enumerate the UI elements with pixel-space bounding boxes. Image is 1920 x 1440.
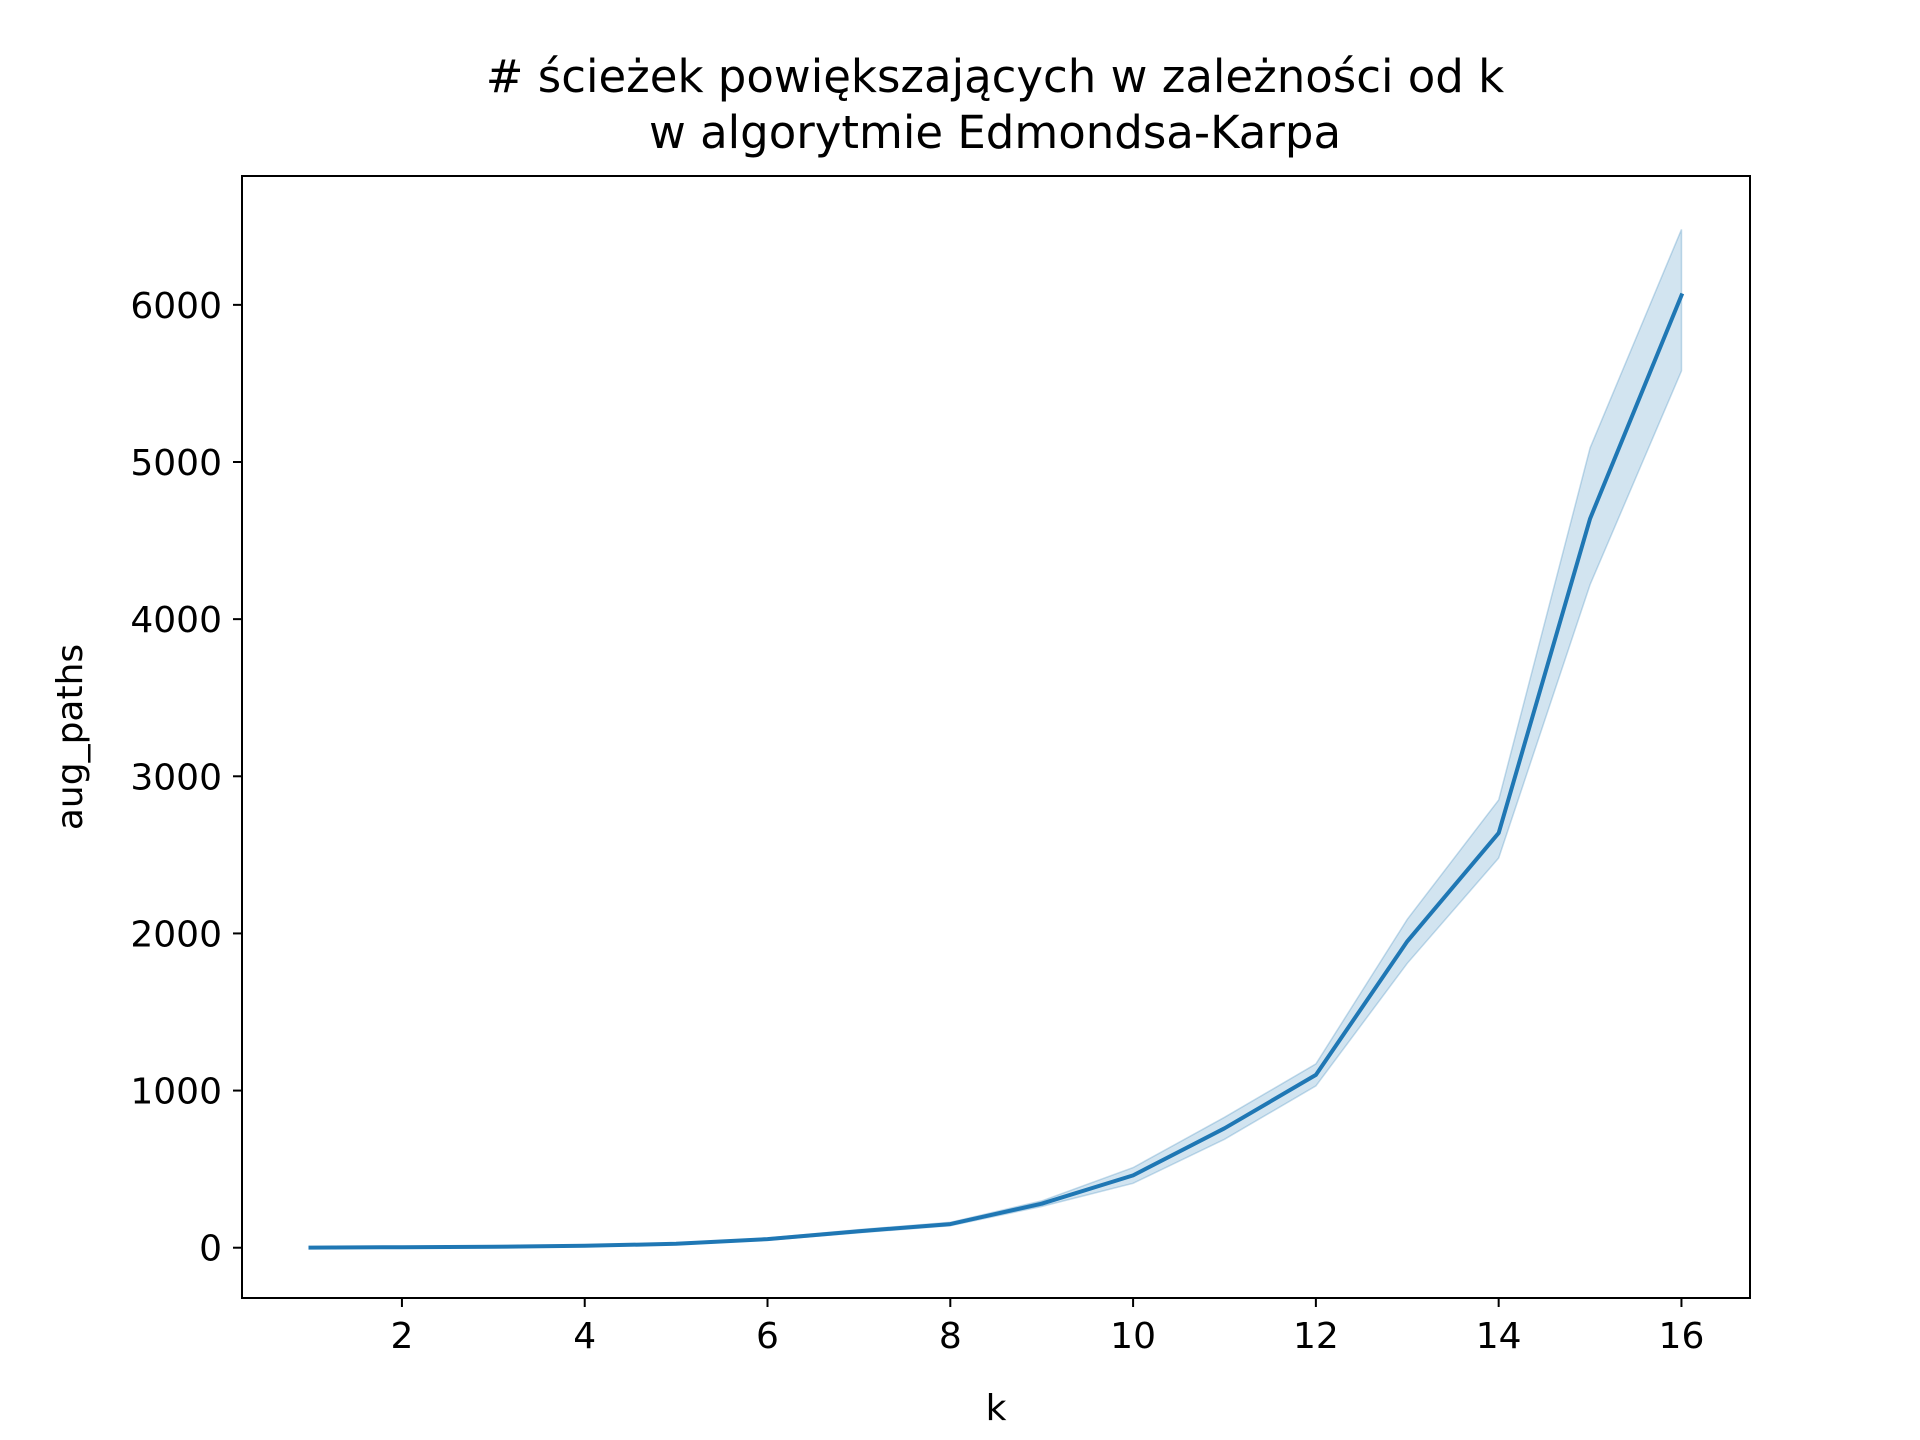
- y-tick-label: 0: [199, 1229, 222, 1270]
- x-tick-label: 8: [939, 1316, 962, 1357]
- x-tick-label: 16: [1659, 1316, 1705, 1357]
- x-tick-label: 4: [573, 1316, 596, 1357]
- x-tick-label: 10: [1110, 1316, 1156, 1357]
- y-tick-label: 2000: [130, 914, 222, 955]
- x-tick-label: 6: [756, 1316, 779, 1357]
- y-tick-label: 4000: [130, 600, 222, 641]
- x-tick-label: 2: [390, 1316, 413, 1357]
- plot-frame: [241, 175, 1751, 1299]
- y-axis-label: aug_paths: [50, 644, 91, 830]
- x-tick-label: 12: [1293, 1316, 1339, 1357]
- x-axis-label: k: [986, 1388, 1007, 1429]
- y-tick-label: 5000: [130, 443, 222, 484]
- x-axis: 2 4 6 8 10 12 14 16: [390, 1298, 1704, 1357]
- series-line: [308, 292, 1685, 1250]
- plot-area: [308, 229, 1685, 1250]
- chart-title-line-1: # ścieżek powiększających w zależności o…: [486, 50, 1504, 103]
- x-tick-label: 14: [1476, 1316, 1522, 1357]
- y-axis: 0 1000 2000 3000 4000 5000 6000: [130, 286, 242, 1270]
- y-tick-label: 6000: [130, 286, 222, 327]
- y-tick-label: 1000: [130, 1072, 222, 1113]
- chart-title-line-2: w algorytmie Edmondsa-Karpa: [649, 106, 1341, 159]
- y-tick-label: 3000: [130, 757, 222, 798]
